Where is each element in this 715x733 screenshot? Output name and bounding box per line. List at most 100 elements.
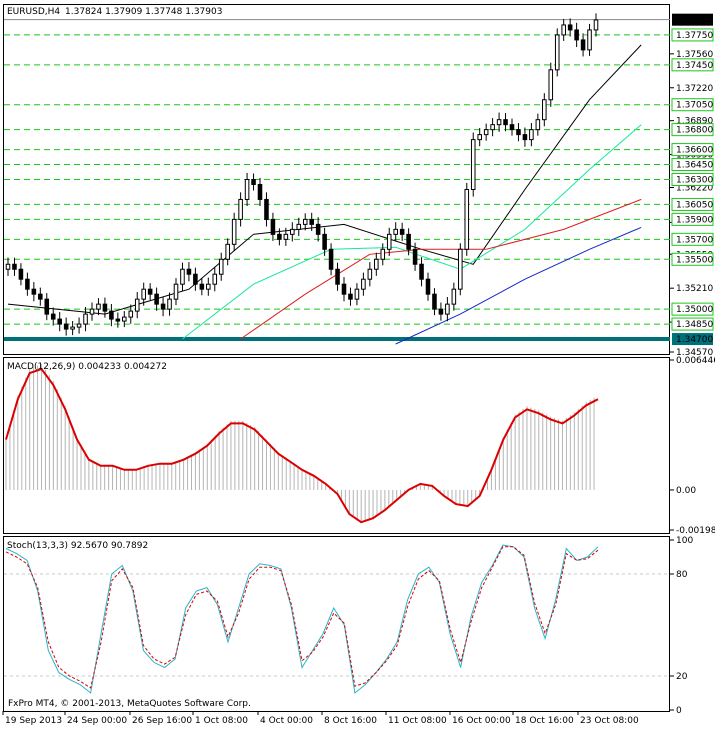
- candle-body: [496, 119, 502, 126]
- candle-body: [173, 283, 179, 300]
- candle-body: [361, 278, 366, 290]
- ma-mid-line: [182, 124, 642, 340]
- macd-histogram: [5, 364, 595, 524]
- candle-body: [154, 293, 159, 305]
- candle-body: [63, 323, 69, 330]
- stoch-pane-frame: [3, 536, 670, 712]
- candle-body: [580, 39, 586, 51]
- candle-body: [374, 258, 379, 270]
- time-tick-label: 8 Oct 16:00: [324, 716, 377, 726]
- ohlc-readout: 1.37824 1.37909 1.37748 1.37903: [65, 7, 222, 17]
- candle-body: [561, 24, 566, 36]
- candle-body: [445, 303, 450, 315]
- candle-body: [412, 248, 418, 265]
- candle-body: [238, 198, 243, 220]
- candle-body: [12, 263, 17, 270]
- support-label: 1.34700: [676, 335, 713, 345]
- stoch-lines: [5, 544, 599, 694]
- level-label-box: [671, 143, 714, 157]
- candle-body: [83, 313, 88, 325]
- candle-body: [193, 273, 198, 285]
- candle-body: [438, 308, 444, 315]
- macd-tick-label: 0.006446: [676, 356, 715, 366]
- candle-body: [102, 303, 108, 312]
- level-label-box: [671, 58, 714, 72]
- candle-body: [522, 134, 528, 141]
- candle-body: [180, 268, 185, 285]
- candle-body: [554, 34, 560, 71]
- time-tick-label: 26 Sep 16:00: [132, 716, 192, 726]
- time-tick-label: 4 Oct 00:00: [260, 716, 313, 726]
- ma-slow-line: [240, 198, 642, 340]
- level-label: 1.36450: [676, 161, 713, 171]
- time-tick-label: 18 Oct 16:00: [515, 716, 574, 726]
- candle-body: [18, 268, 24, 280]
- macd-tick-label: 0.00: [676, 486, 696, 496]
- candle-body: [516, 129, 521, 136]
- level-label-box: [671, 173, 714, 187]
- time-tick-label: 1 Oct 08:00: [195, 716, 248, 726]
- candle-body: [328, 248, 334, 270]
- candle-body: [296, 223, 302, 230]
- candle-body: [399, 228, 405, 235]
- copyright-text: FxPro MT4, © 2001-2013, MetaQuotes Softw…: [8, 699, 251, 709]
- candle-body: [432, 293, 437, 310]
- candle-body: [167, 298, 172, 310]
- ma-long-line: [395, 226, 642, 345]
- candle-body: [5, 263, 11, 270]
- candle-body: [44, 298, 50, 315]
- candle-body: [212, 273, 218, 285]
- level-label: 1.35700: [676, 235, 713, 245]
- candle-body: [89, 308, 95, 315]
- time-tick-label: 16 Oct 00:00: [452, 716, 511, 726]
- stoch-tick-label: 20: [676, 672, 688, 682]
- candle-body: [38, 293, 43, 300]
- candle-body: [147, 288, 153, 295]
- candle-body: [109, 310, 114, 320]
- candle-body: [57, 318, 62, 325]
- candle-body: [335, 268, 340, 285]
- price-tick-label: 1.35210: [676, 284, 713, 294]
- candle-body: [451, 288, 457, 305]
- level-label: 1.37750: [676, 31, 713, 41]
- level-label: 1.36050: [676, 200, 713, 210]
- candle-body: [322, 233, 327, 250]
- candle-body: [386, 233, 392, 250]
- level-label: 1.37450: [676, 61, 713, 71]
- level-label-box: [671, 123, 714, 137]
- level-label-box: [671, 317, 714, 331]
- candle-body: [283, 233, 289, 240]
- level-label: 1.34850: [676, 320, 713, 330]
- candle-body: [257, 183, 263, 200]
- level-label-box: [671, 158, 714, 172]
- candle-body: [206, 283, 211, 290]
- candle-body: [593, 19, 599, 31]
- level-label: 1.35500: [676, 255, 713, 265]
- current-price-box: [672, 13, 713, 26]
- macd-axis: 0.006446 0.00 -0.001987: [670, 356, 715, 536]
- candle-body: [264, 198, 269, 220]
- candle-body: [128, 310, 134, 318]
- candle-body: [367, 268, 373, 280]
- level-label: 1.36300: [676, 176, 713, 186]
- time-tick-label: 11 Oct 08:00: [388, 716, 447, 726]
- candle-body: [490, 124, 495, 131]
- time-tick-label: 24 Sep 00:00: [67, 716, 127, 726]
- macd-tick-label: -0.001987: [676, 526, 715, 536]
- candle-body: [529, 129, 534, 141]
- candle-body: [122, 316, 127, 322]
- candle-body: [587, 29, 592, 51]
- candle-body: [244, 179, 250, 200]
- candle-body: [419, 263, 424, 280]
- candle-body: [425, 278, 431, 295]
- time-tick-label: 19 Sep 2013: [5, 716, 62, 726]
- price-tick-label: 1.37560: [676, 50, 713, 60]
- current-price-label: 1.37903: [676, 16, 713, 26]
- candle-body: [393, 228, 398, 235]
- price-axis: 1.375601.372201.368901.365501.362201.358…: [670, 13, 714, 358]
- level-label-box: [671, 302, 714, 316]
- chart-header: EURUSD,H4: [7, 7, 60, 17]
- stoch-level-lines: [4, 573, 670, 677]
